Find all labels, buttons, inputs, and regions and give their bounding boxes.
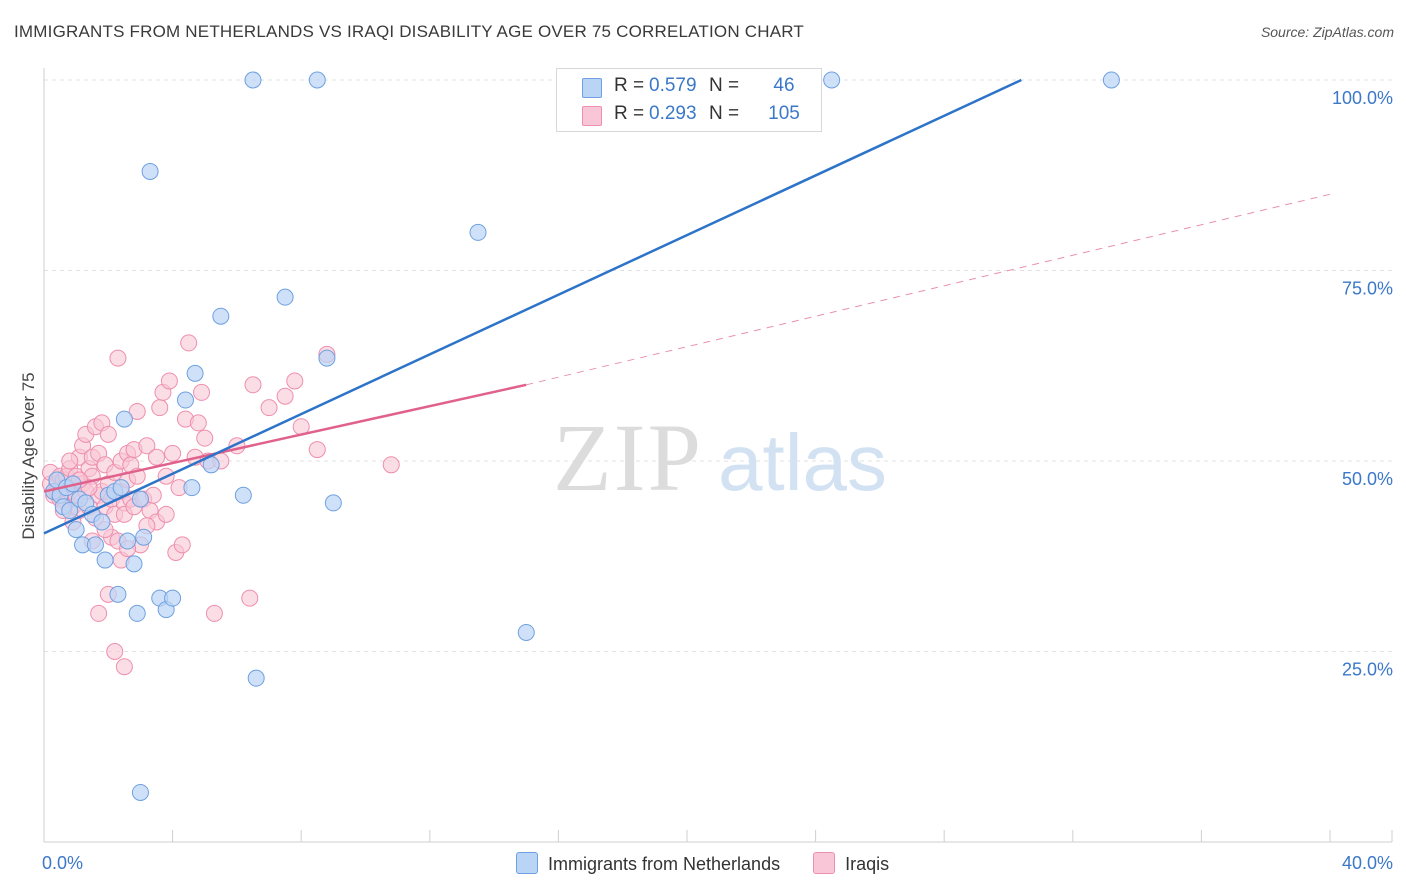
legend-item-iraqis[interactable]: Iraqis (813, 852, 889, 875)
data-point-netherlands (517, 623, 535, 641)
data-point-iraqis (173, 536, 191, 554)
data-point-netherlands (67, 521, 85, 539)
r-label: R = (614, 103, 645, 124)
data-point-netherlands (96, 551, 114, 569)
chart-title: IMMIGRANTS FROM NETHERLANDS VS IRAQI DIS… (14, 22, 804, 41)
data-point-netherlands (93, 513, 111, 531)
data-point-netherlands (131, 783, 149, 801)
data-point-iraqis (151, 399, 169, 417)
legend-swatch-iraqis (813, 852, 836, 874)
watermark: ZIP atlas (553, 404, 887, 511)
data-point-netherlands (234, 486, 252, 504)
data-point-netherlands (212, 307, 230, 325)
correlation-legend: R = 0.579 N = 46 R = 0.293 N = 105 (556, 68, 822, 132)
legend-row-iraqis: R = 0.293 N = 105 (557, 101, 821, 129)
data-point-iraqis (276, 387, 294, 405)
legend-swatch-netherlands (516, 852, 538, 874)
data-point-netherlands (469, 223, 487, 241)
legend-item-netherlands[interactable]: Immigrants from Netherlands (516, 852, 780, 875)
trend-line-iraqis-extended (526, 193, 1331, 386)
data-point-netherlands (141, 162, 159, 180)
series-iraqis (41, 334, 400, 676)
data-point-netherlands (1102, 71, 1120, 89)
data-point-iraqis (180, 334, 198, 352)
axes: 25.0% 50.0% 75.0% 100.0% 0.0% 40.0% (42, 68, 1393, 873)
data-point-iraqis (205, 604, 223, 622)
legend-swatch-netherlands (582, 78, 602, 98)
data-point-iraqis (193, 383, 211, 401)
data-point-iraqis (115, 658, 133, 676)
data-point-netherlands (125, 555, 143, 573)
y-tick-label: 25.0% (1342, 660, 1393, 680)
data-point-netherlands (112, 479, 130, 497)
data-point-netherlands (164, 589, 182, 607)
data-point-netherlands (244, 71, 262, 89)
data-point-iraqis (189, 414, 207, 432)
data-point-iraqis (128, 402, 146, 420)
y-axis-label: Disability Age Over 75 (19, 372, 38, 539)
data-point-netherlands (109, 585, 127, 603)
data-point-netherlands (128, 604, 146, 622)
data-point-iraqis (90, 604, 108, 622)
data-point-iraqis (138, 437, 156, 455)
x-tick-label: 40.0% (1342, 853, 1393, 873)
grid-lines (44, 79, 1392, 652)
source-label: Source: ZipAtlas.com (1260, 24, 1394, 40)
data-point-iraqis (196, 429, 214, 447)
data-point-iraqis (382, 456, 400, 474)
data-point-netherlands (115, 410, 133, 428)
data-point-netherlands (176, 391, 194, 409)
data-point-iraqis (164, 444, 182, 462)
data-point-netherlands (247, 669, 265, 687)
data-point-iraqis (160, 372, 178, 390)
data-point-iraqis (241, 589, 259, 607)
r-value: 0.579 (649, 75, 697, 96)
data-point-iraqis (61, 452, 79, 470)
data-point-netherlands (318, 349, 336, 367)
data-point-netherlands (823, 71, 841, 89)
data-point-iraqis (244, 376, 262, 394)
data-point-netherlands (324, 494, 342, 512)
data-point-netherlands (131, 490, 149, 508)
series-legend: Immigrants from Netherlands Iraqis (516, 852, 917, 875)
legend-label: Immigrants from Netherlands (548, 854, 781, 874)
data-point-iraqis (286, 372, 304, 390)
x-tick-label: 0.0% (42, 853, 83, 873)
data-point-iraqis (308, 441, 326, 459)
data-point-iraqis (106, 643, 124, 660)
n-value: 105 (768, 103, 800, 124)
data-point-netherlands (86, 536, 104, 554)
r-label: R = (614, 75, 645, 96)
y-tick-label: 100.0% (1332, 88, 1393, 108)
data-point-netherlands (61, 502, 79, 520)
legend-row-netherlands: R = 0.579 N = 46 (557, 73, 821, 101)
data-point-iraqis (99, 425, 117, 443)
legend-label: Iraqis (845, 854, 890, 874)
legend-swatch-iraqis (582, 106, 602, 126)
trend-line-iraqis (43, 383, 527, 493)
watermark-zip: ZIP (553, 404, 703, 511)
y-tick-label: 50.0% (1342, 469, 1393, 489)
data-point-netherlands (119, 532, 137, 550)
data-point-netherlands (186, 364, 204, 382)
trend-line-netherlands (43, 78, 1022, 535)
data-point-netherlands (308, 71, 326, 89)
data-point-netherlands (276, 288, 294, 306)
n-label: N = (709, 75, 740, 96)
n-label: N = (709, 103, 740, 124)
data-point-iraqis (157, 505, 175, 523)
data-point-netherlands (183, 479, 201, 497)
watermark-atlas: atlas (718, 418, 887, 507)
data-point-iraqis (109, 349, 127, 367)
y-tick-label: 75.0% (1342, 279, 1393, 299)
r-value: 0.293 (649, 103, 697, 124)
series-netherlands (45, 71, 1120, 801)
trend-lines (43, 78, 1331, 535)
data-point-netherlands (135, 528, 153, 546)
n-value: 46 (773, 75, 795, 96)
data-point-iraqis (260, 399, 278, 417)
data-point-iraqis (148, 448, 166, 466)
